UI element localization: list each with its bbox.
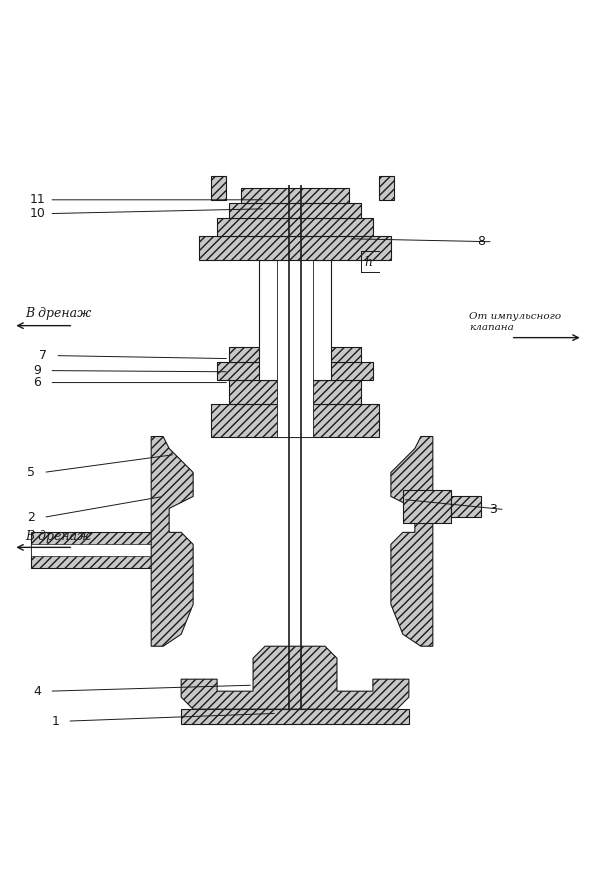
Bar bbox=[379, 175, 394, 200]
Text: 4: 4 bbox=[33, 684, 42, 698]
Bar bbox=[241, 188, 349, 203]
Polygon shape bbox=[181, 646, 409, 709]
Text: h: h bbox=[364, 257, 372, 269]
Text: В дренаж: В дренаж bbox=[25, 306, 92, 320]
Text: 10: 10 bbox=[29, 207, 45, 220]
Text: 7: 7 bbox=[39, 349, 48, 362]
Bar bbox=[217, 217, 373, 236]
Text: 3: 3 bbox=[489, 503, 497, 516]
Bar bbox=[229, 380, 361, 403]
Text: От импульсного
клапана: От импульсного клапана bbox=[469, 313, 561, 332]
Bar bbox=[217, 361, 373, 380]
Text: 6: 6 bbox=[33, 376, 42, 389]
Bar bbox=[403, 491, 451, 524]
Text: 1: 1 bbox=[51, 715, 59, 727]
Bar bbox=[199, 236, 391, 260]
Bar bbox=[229, 203, 361, 217]
Bar bbox=[211, 175, 226, 200]
Text: 2: 2 bbox=[28, 511, 36, 524]
Polygon shape bbox=[391, 436, 433, 646]
Text: 9: 9 bbox=[33, 364, 42, 377]
Bar bbox=[259, 260, 331, 380]
Text: 5: 5 bbox=[27, 466, 36, 479]
Polygon shape bbox=[151, 436, 193, 646]
Text: 11: 11 bbox=[29, 193, 45, 206]
Bar bbox=[277, 196, 313, 436]
Bar bbox=[31, 533, 163, 568]
Text: 8: 8 bbox=[477, 235, 485, 248]
Bar bbox=[31, 545, 163, 556]
Bar bbox=[451, 497, 481, 518]
Bar bbox=[181, 709, 409, 724]
Text: В дренаж: В дренаж bbox=[25, 530, 92, 543]
Bar bbox=[229, 347, 361, 361]
Bar bbox=[211, 403, 379, 436]
